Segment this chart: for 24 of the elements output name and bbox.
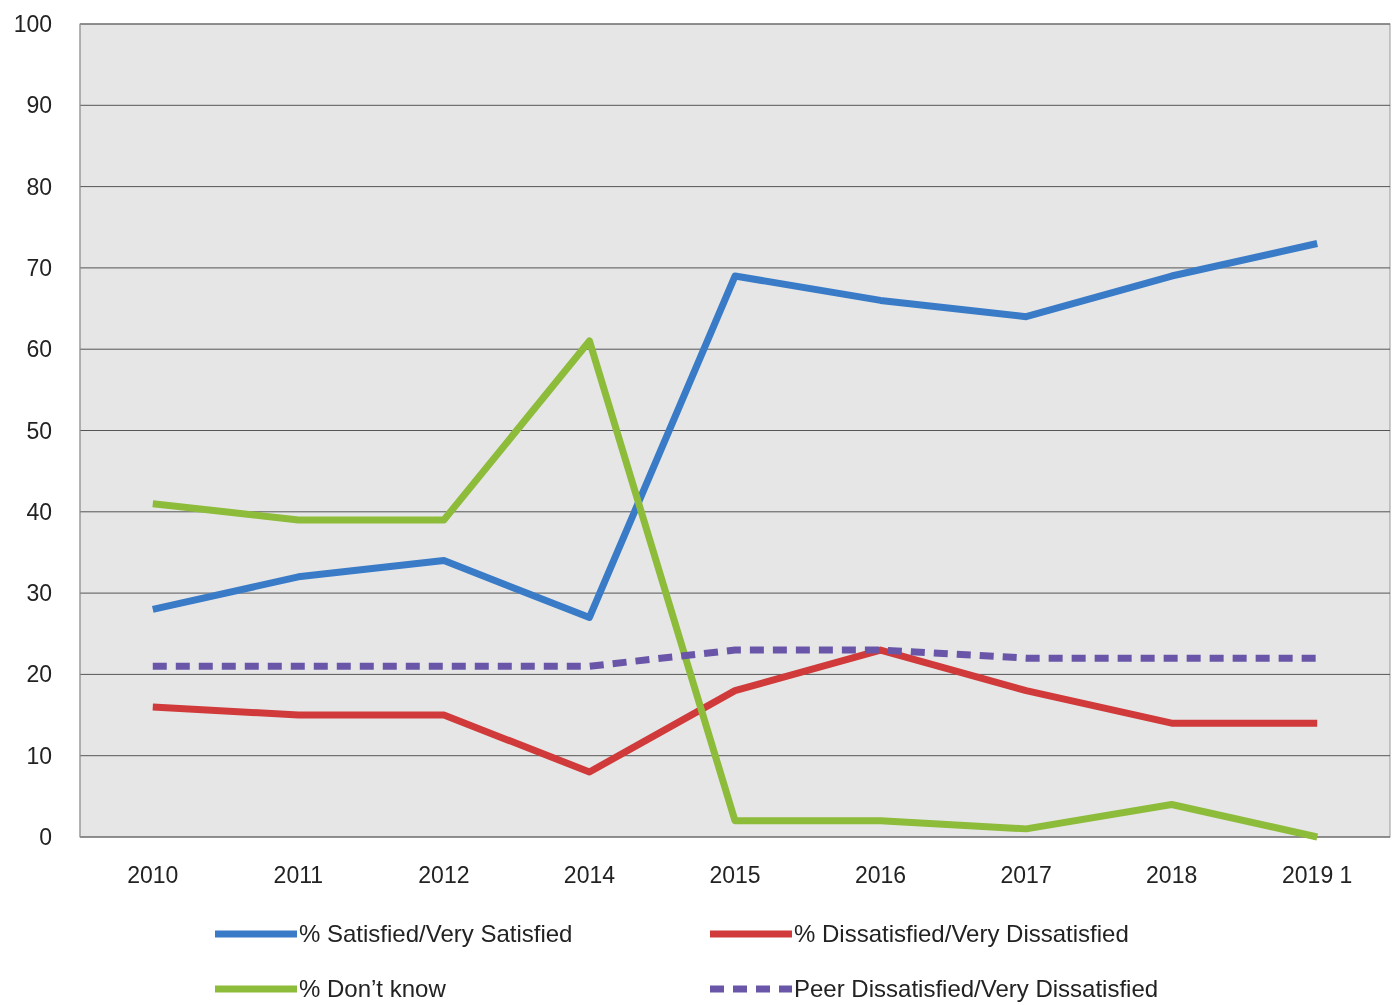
y-tick-label: 60: [26, 336, 52, 363]
x-tick-label: 2019 1: [1282, 862, 1353, 888]
legend-label: % Dissatisfied/Very Dissatisfied: [794, 920, 1129, 948]
y-tick-label: 10: [26, 742, 52, 769]
y-tick-label: 80: [26, 173, 52, 200]
x-tick-label: 2012: [418, 862, 470, 888]
legend-label: Peer Dissatisfied/Very Dissatisfied: [794, 975, 1159, 1003]
x-tick-label: 2011: [273, 862, 324, 888]
x-tick-label: 2015: [709, 862, 761, 888]
legend-label: % Don’t know: [299, 975, 447, 1003]
y-tick-label: 40: [26, 498, 52, 525]
x-tick-label: 2014: [563, 862, 616, 888]
y-tick-label: 90: [26, 92, 52, 119]
y-tick-label: 70: [26, 254, 52, 281]
y-tick-label: 30: [26, 580, 52, 607]
y-tick-label: 0: [39, 824, 52, 851]
x-tick-label: 2018: [1146, 862, 1198, 888]
x-tick-label: 2010: [127, 862, 179, 888]
y-tick-label: 100: [13, 11, 52, 38]
legend-label: % Satisfied/Very Satisfied: [299, 920, 573, 948]
x-tick-label: 2017: [1000, 862, 1052, 888]
y-tick-label: 20: [26, 661, 52, 688]
x-tick-label: 2016: [854, 862, 907, 888]
y-tick-label: 50: [26, 417, 52, 444]
